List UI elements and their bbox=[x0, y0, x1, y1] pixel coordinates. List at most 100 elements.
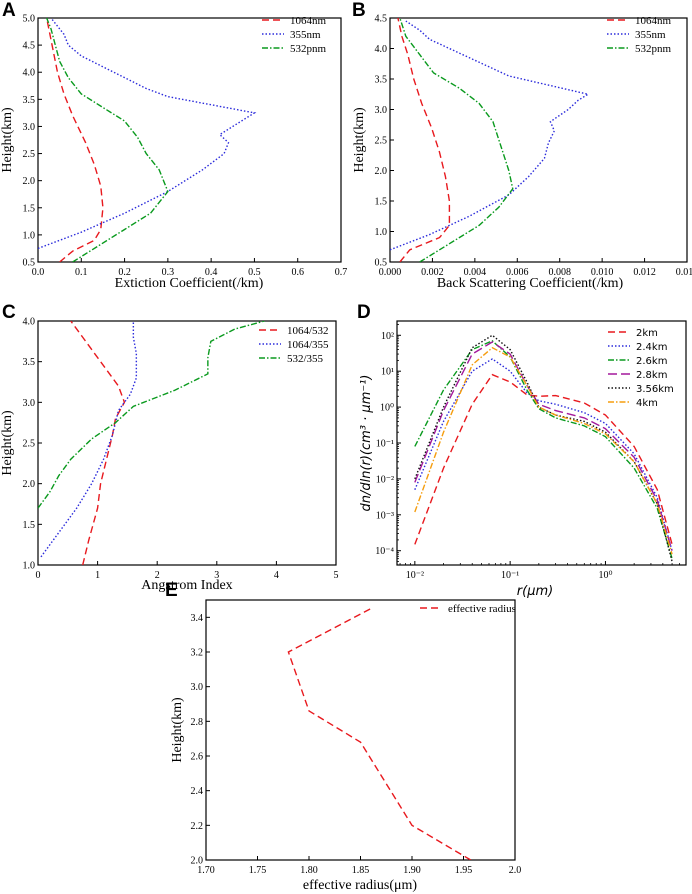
x-tick-label: 0.010 bbox=[591, 267, 614, 278]
panel-e: E 1.70 1.75 1.80 1.85 1.90 1.95 2.0 2.0 2.2 2.4 2.6… bbox=[165, 580, 521, 893]
y-tick-label: 3.5 bbox=[23, 95, 36, 106]
x-tick-label: 1.90 bbox=[403, 865, 421, 876]
panel-b: B 0.000 0.002 0.004 0.006 0.008 0.010 0.012 0.01… bbox=[352, 0, 692, 291]
y-tick-label: 3.2 bbox=[191, 648, 204, 659]
legend-label: 4km bbox=[636, 398, 658, 409]
legend-label: 3.56km bbox=[636, 384, 674, 395]
series-line-1064-532 bbox=[70, 321, 126, 565]
series-line-355nm bbox=[38, 18, 257, 250]
y-tick-label: 2.8 bbox=[191, 717, 204, 728]
x-tick-label: 0.1 bbox=[75, 267, 88, 278]
y-tick-label: 4.0 bbox=[375, 44, 388, 55]
x-axis-label: Angstrom Index bbox=[141, 578, 232, 593]
x-tick-label: 0.004 bbox=[464, 267, 487, 278]
legend-label: 532pnm bbox=[635, 43, 672, 55]
x-tick-label: 4 bbox=[274, 570, 279, 581]
x-axis-label: Back Scattering Coefficient(/km) bbox=[437, 276, 624, 291]
legend-label: 2km bbox=[636, 328, 658, 339]
x-tick-label: 1.80 bbox=[300, 865, 318, 876]
legend-label: 355nm bbox=[635, 29, 666, 41]
y-tick-label: 3.5 bbox=[23, 357, 36, 368]
series-line-2-6km bbox=[414, 340, 673, 559]
x-tick-label: 0.000 bbox=[379, 267, 402, 278]
y-tick-label: 2.0 bbox=[23, 176, 36, 187]
y-tick-label: 1.5 bbox=[23, 520, 36, 531]
y-tick-label: 4.5 bbox=[23, 41, 36, 52]
y-tick-label: 10⁰ bbox=[380, 403, 394, 414]
y-tick-label: 2.0 bbox=[23, 479, 36, 490]
y-tick-label: 2.0 bbox=[375, 166, 388, 177]
y-tick-label: 3.0 bbox=[191, 682, 204, 693]
x-tick-label: 0.3 bbox=[162, 267, 175, 278]
x-tick-label: 1.70 bbox=[197, 865, 215, 876]
x-tick-label: 0.0 bbox=[32, 267, 45, 278]
x-tick-label: 10⁻² bbox=[406, 570, 424, 581]
x-tick-label: 5 bbox=[334, 570, 339, 581]
x-axis-label: effective radius(μm) bbox=[303, 878, 417, 893]
y-tick-label: 3.0 bbox=[23, 398, 36, 409]
x-tick-label: 0.6 bbox=[291, 267, 304, 278]
series-line-355nm bbox=[390, 20, 590, 251]
x-tick-label: 10⁰ bbox=[598, 570, 612, 581]
y-axis-label: Height(km) bbox=[170, 697, 185, 763]
panel-letter: B bbox=[352, 0, 366, 21]
x-tick-label: 10⁻¹ bbox=[501, 570, 519, 581]
y-axis-label: Height(km) bbox=[0, 107, 15, 173]
y-axis-label: Height(km) bbox=[0, 410, 15, 476]
y-tick-label: 1.5 bbox=[23, 203, 36, 214]
legend-label: 1064nm bbox=[635, 15, 672, 27]
y-tick-label: 10⁻¹ bbox=[376, 439, 394, 450]
y-tick-label: 2.5 bbox=[23, 149, 36, 160]
y-tick-label: 4.0 bbox=[23, 68, 36, 79]
plot-frame bbox=[37, 17, 342, 263]
panel-letter: D bbox=[357, 302, 371, 323]
y-tick-label: 2.5 bbox=[23, 439, 36, 450]
y-tick-label: 1.5 bbox=[375, 197, 388, 208]
x-tick-label: 2 bbox=[155, 570, 160, 581]
y-axis-label: Height(km) bbox=[352, 107, 367, 173]
x-tick-label: 0.4 bbox=[205, 267, 218, 278]
series-line-1064nm bbox=[397, 18, 451, 262]
y-tick-label: 2.4 bbox=[191, 786, 204, 797]
x-tick-label: 0.006 bbox=[506, 267, 529, 278]
series-line-2km bbox=[414, 373, 673, 545]
x-tick-label: 0.7 bbox=[335, 267, 348, 278]
panel-letter: A bbox=[2, 0, 16, 21]
x-tick-label: 0.014 bbox=[676, 267, 692, 278]
y-tick-label: 1.0 bbox=[375, 227, 388, 238]
x-tick-label: 0.5 bbox=[248, 267, 261, 278]
y-tick-label: 10⁻⁴ bbox=[375, 546, 394, 557]
legend-label: 1064/355 bbox=[287, 339, 329, 351]
y-tick-label: 2.2 bbox=[191, 821, 204, 832]
legend-label: 1064/532 bbox=[287, 325, 329, 337]
y-tick-label: 10⁻³ bbox=[376, 510, 394, 521]
y-tick-label: 3.4 bbox=[191, 613, 204, 624]
y-tick-label: 2.5 bbox=[375, 136, 388, 147]
legend-label: 2.8km bbox=[636, 370, 667, 381]
x-axis-label: Extiction Coefficient(/km) bbox=[115, 276, 264, 291]
x-tick-label: 0 bbox=[36, 570, 41, 581]
legend-label: 532pnm bbox=[290, 43, 327, 55]
y-tick-label: 3.5 bbox=[375, 75, 388, 86]
x-axis-label: r(μm) bbox=[517, 584, 553, 599]
series-line-effective-radius bbox=[287, 608, 472, 860]
y-tick-label: 4.0 bbox=[23, 317, 36, 328]
x-tick-label: 0.2 bbox=[118, 267, 131, 278]
x-tick-label: 2.0 bbox=[509, 865, 522, 876]
y-tick-label: 10⁻² bbox=[376, 474, 394, 485]
x-tick-label: 1 bbox=[95, 570, 100, 581]
series-line-4km bbox=[414, 346, 673, 555]
y-tick-label: 3.0 bbox=[375, 105, 388, 116]
legend-label: effective radius bbox=[448, 603, 516, 615]
legend-label: 1064nm bbox=[290, 15, 327, 27]
y-axis-label: dn/dln(r)(cm³ · μm⁻¹) bbox=[359, 374, 374, 511]
series-line-532pnm bbox=[399, 18, 514, 262]
y-tick-label: 5.0 bbox=[23, 14, 36, 25]
panel-c: C 0 1 2 3 4 5 1.0 1.5 2.0 2.5 3.0 3.5 4.0 Angstrom Ind… bbox=[0, 302, 339, 593]
series-line-2-8km bbox=[414, 341, 673, 551]
y-tick-label: 1.0 bbox=[23, 230, 36, 241]
x-tick-label: 0.008 bbox=[548, 267, 571, 278]
y-tick-label: 2.6 bbox=[191, 752, 204, 763]
y-tick-label: 10² bbox=[381, 331, 394, 342]
